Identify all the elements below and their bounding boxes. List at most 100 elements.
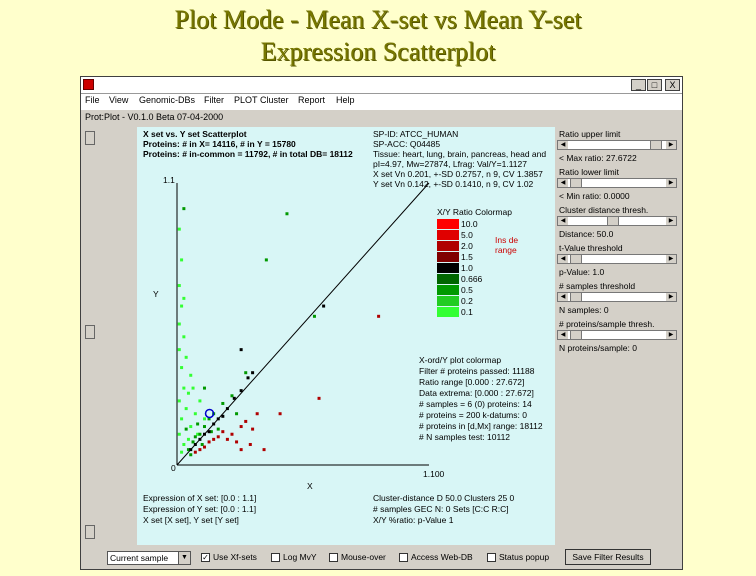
data-point[interactable] (239, 448, 243, 452)
data-point[interactable] (377, 314, 381, 318)
data-point[interactable] (221, 430, 225, 434)
scroll-left-icon[interactable]: ◀ (558, 331, 568, 339)
data-point[interactable] (182, 296, 186, 300)
data-point[interactable] (225, 437, 229, 441)
use-xf-sets-checkbox[interactable]: ✓ (201, 553, 210, 562)
data-point[interactable] (182, 335, 186, 339)
filter-scrollbar[interactable]: ◀ ▶ (557, 140, 677, 150)
data-point[interactable] (189, 425, 193, 429)
filter-scrollbar[interactable]: ◀ ▶ (557, 216, 677, 226)
data-point[interactable] (177, 432, 181, 436)
data-point[interactable] (193, 442, 197, 446)
data-point[interactable] (264, 258, 268, 262)
data-point[interactable] (198, 437, 202, 441)
scroll-right-icon[interactable]: ▶ (666, 217, 676, 225)
data-point[interactable] (232, 396, 236, 400)
data-point[interactable] (177, 227, 181, 231)
save-filter-results-button[interactable]: Save Filter Results (565, 549, 651, 565)
data-point[interactable] (221, 401, 225, 405)
data-point[interactable] (191, 440, 195, 444)
data-point[interactable] (196, 422, 200, 426)
data-point[interactable] (189, 448, 193, 452)
menu-filter[interactable]: Filter (204, 95, 224, 105)
scroll-right-icon[interactable]: ▶ (666, 293, 676, 301)
scatter-chart[interactable] (137, 127, 555, 545)
status-popup-checkbox[interactable] (487, 553, 496, 562)
data-point[interactable] (246, 376, 250, 380)
filter-scrollbar[interactable]: ◀ ▶ (557, 330, 677, 340)
data-point[interactable] (212, 437, 216, 441)
data-point[interactable] (202, 432, 206, 436)
data-point[interactable] (180, 450, 184, 454)
minimize-button[interactable]: _ (631, 79, 646, 91)
data-point[interactable] (207, 440, 211, 444)
menu-report[interactable]: Report (298, 95, 326, 105)
data-point[interactable] (193, 412, 197, 416)
data-point[interactable] (209, 430, 213, 434)
data-point[interactable] (186, 448, 190, 452)
scroll-right-icon[interactable]: ▶ (666, 179, 676, 187)
scroll-left-icon[interactable]: ◀ (558, 217, 568, 225)
data-point[interactable] (182, 442, 186, 446)
data-point[interactable] (230, 432, 234, 436)
data-point[interactable] (202, 445, 206, 449)
access-web-db-checkbox[interactable] (399, 553, 408, 562)
filter-scrollbar[interactable]: ◀ ▶ (557, 254, 677, 264)
data-point[interactable] (239, 425, 243, 429)
scroll-left-icon[interactable]: ◀ (558, 141, 568, 149)
data-point[interactable] (212, 422, 216, 426)
data-point[interactable] (196, 432, 200, 436)
data-point[interactable] (235, 440, 239, 444)
data-point[interactable] (182, 207, 186, 211)
menu-file[interactable]: File (85, 95, 100, 105)
data-point[interactable] (202, 417, 206, 421)
scroll-thumb[interactable] (606, 217, 619, 225)
data-point[interactable] (198, 432, 202, 436)
data-point[interactable] (193, 435, 197, 439)
data-point[interactable] (186, 437, 190, 441)
menu-help[interactable]: Help (336, 95, 355, 105)
scroll-thumb[interactable] (569, 293, 582, 301)
scroll-thumb[interactable] (569, 331, 582, 339)
data-point[interactable] (251, 371, 255, 375)
scroll-right-icon[interactable]: ▶ (666, 141, 676, 149)
scroll-thumb[interactable] (649, 141, 662, 149)
data-point[interactable] (184, 407, 188, 411)
maximize-button[interactable]: □ (647, 79, 662, 91)
filter-scrollbar[interactable]: ◀ ▶ (557, 292, 677, 302)
data-point[interactable] (216, 417, 220, 421)
close-button[interactable]: X (665, 79, 680, 91)
data-point[interactable] (239, 389, 243, 393)
scroll-left-icon[interactable]: ◀ (558, 293, 568, 301)
data-point[interactable] (278, 412, 282, 416)
data-point[interactable] (317, 396, 321, 400)
data-point[interactable] (177, 322, 181, 326)
data-point[interactable] (244, 371, 248, 375)
scroll-thumb[interactable] (569, 255, 582, 263)
data-point[interactable] (239, 348, 243, 352)
scroll-right-icon[interactable]: ▶ (666, 255, 676, 263)
scatterplot-panel[interactable]: X set vs. Y set Scatterplot Proteins: # … (137, 127, 555, 545)
data-point[interactable] (198, 399, 202, 403)
data-point[interactable] (251, 427, 255, 431)
data-point[interactable] (216, 435, 220, 439)
menu-genomic-dbs[interactable]: Genomic-DBs (139, 95, 196, 105)
data-point[interactable] (180, 366, 184, 370)
data-point[interactable] (180, 417, 184, 421)
data-point[interactable] (189, 453, 193, 457)
data-point[interactable] (193, 450, 197, 454)
data-point[interactable] (180, 304, 184, 308)
menu-cluster[interactable]: Cluster (260, 95, 289, 105)
data-point[interactable] (207, 430, 211, 434)
data-point[interactable] (189, 373, 193, 377)
middle-slider-handle[interactable] (85, 325, 95, 339)
data-point[interactable] (184, 427, 188, 431)
data-point[interactable] (207, 417, 211, 421)
scroll-thumb[interactable] (569, 179, 582, 187)
data-point[interactable] (202, 386, 206, 390)
data-point[interactable] (200, 442, 204, 446)
menu-plot[interactable]: PLOT (234, 95, 258, 105)
log-mvy-checkbox[interactable] (271, 553, 280, 562)
scroll-left-icon[interactable]: ◀ (558, 179, 568, 187)
data-point[interactable] (177, 284, 181, 288)
